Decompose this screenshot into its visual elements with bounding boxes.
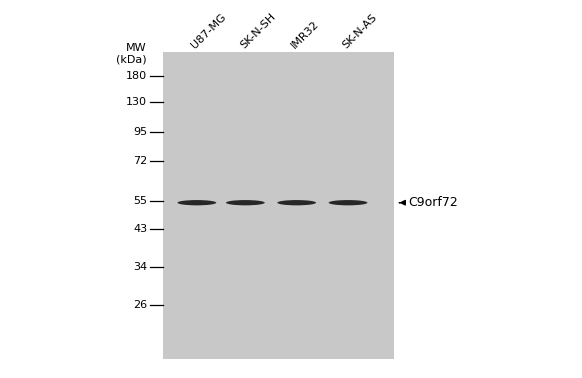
Ellipse shape [277, 200, 316, 205]
Text: 130: 130 [126, 97, 147, 107]
Text: U87-MG: U87-MG [190, 11, 229, 50]
Text: 180: 180 [126, 71, 147, 81]
Text: 43: 43 [133, 224, 147, 234]
Text: 95: 95 [133, 127, 147, 136]
Ellipse shape [329, 200, 367, 205]
Ellipse shape [226, 200, 265, 205]
Text: 72: 72 [133, 156, 147, 166]
Text: C9orf72: C9orf72 [408, 196, 457, 209]
Text: SK-N-AS: SK-N-AS [341, 12, 379, 50]
Text: IMR32: IMR32 [290, 19, 321, 50]
Text: MW
(kDa): MW (kDa) [116, 43, 147, 64]
Text: 34: 34 [133, 262, 147, 272]
Bar [162, 52, 393, 359]
Text: 55: 55 [133, 196, 147, 206]
Ellipse shape [178, 200, 217, 205]
Text: SK-N-SH: SK-N-SH [238, 11, 277, 50]
Text: 26: 26 [133, 300, 147, 310]
